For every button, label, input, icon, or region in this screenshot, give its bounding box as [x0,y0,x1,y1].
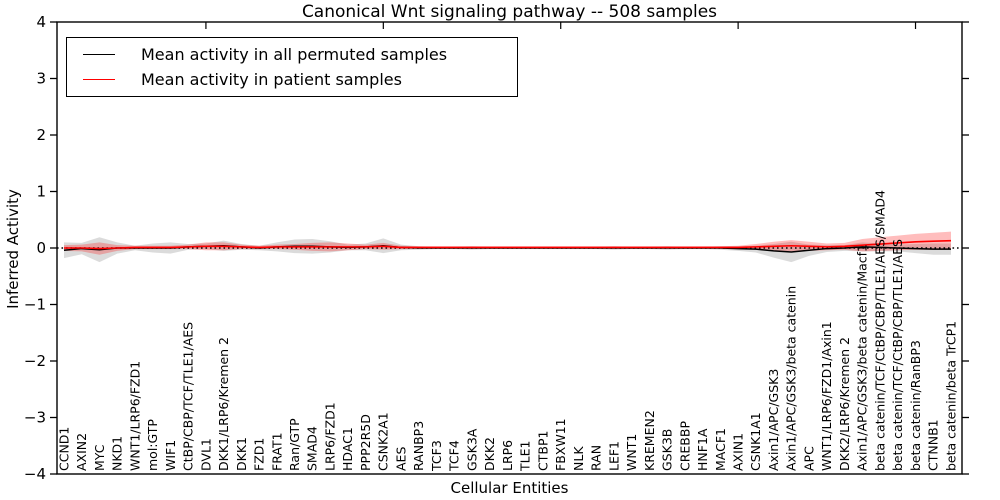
x-category-label: HNF1A [695,428,710,471]
y-tick-label: −3 [24,409,46,427]
x-category-label: AXIN1 [730,433,745,471]
y-tick-label: −1 [24,296,46,314]
x-category-label: DKK2 [482,437,497,471]
legend-entry-permuted: Mean activity in all permuted samples [83,42,517,67]
legend: Mean activity in all permuted samples Me… [66,37,518,97]
x-category-label: CCND1 [56,427,71,471]
x-category-label: MYC [92,444,107,471]
x-category-label: PPP2R5D [358,414,373,471]
y-tick-label: 2 [36,126,46,144]
series-patient-band [64,231,951,255]
x-category-label: WIF1 [163,440,178,471]
x-category-label: DKK2/LRP6/Kremen 2 [837,337,852,471]
x-category-label: AES [393,447,408,471]
y-tick-label: 4 [36,13,46,31]
x-category-label: DKK1/LRP6/Kremen 2 [216,337,231,471]
x-category-label: FRAT1 [269,432,284,471]
x-category-label: CSNK2A1 [376,412,391,471]
x-category-label: NKD1 [110,436,125,471]
x-category-label: Axin1/APC/GSK3/beta catenin [784,286,799,471]
x-category-label: CTNNB1 [926,419,941,471]
x-category-label: HDAC1 [340,427,355,471]
x-category-label: RAN [589,445,604,471]
x-category-label: KREMEN2 [642,410,657,471]
series-patient-line [64,239,952,250]
x-category-label: Ran/GTP [287,418,302,471]
x-axis-label: Cellular Entities [450,479,569,497]
y-tick-label: −2 [24,352,46,370]
x-category-label: TCF4 [447,440,462,472]
y-axis-label: Inferred Activity [4,189,22,309]
x-category-label: CREBBP [677,421,692,471]
x-category-label: beta catenin/beta TrCP1 [943,321,958,471]
y-tick-label: −4 [24,465,46,483]
legend-entry-patient: Mean activity in patient samples [83,67,517,92]
x-category-label: Axin1/APC/GSK3 [766,369,781,471]
x-category-label: DVL1 [198,438,213,471]
x-category-label: SMAD4 [305,426,320,471]
y-tick-label: 1 [36,183,46,201]
x-category-label: WNT1/LRP6/FZD1 [127,361,142,471]
chart-title: Canonical Wnt signaling pathway -- 508 s… [301,2,718,22]
legend-label-patient: Mean activity in patient samples [141,70,402,89]
x-category-label: RANBP3 [411,421,426,471]
x-category-label: mol:GTP [145,419,160,471]
x-category-label: LRP6 [500,440,515,471]
legend-label-permuted: Mean activity in all permuted samples [141,45,448,64]
x-category-label: GSK3B [660,429,675,471]
y-tick-label: 0 [36,239,46,257]
series-permuted-band [64,237,951,263]
x-category-label: TLE1 [518,441,533,472]
x-category-label: MACF1 [713,428,728,471]
x-category-label: CTBP1 [535,431,550,471]
x-category-label: TCF3 [429,440,444,472]
x-category-label: AXIN2 [74,433,89,471]
y-tick-label: 3 [36,70,46,88]
x-category-label: beta catenin/RanBP3 [908,340,923,471]
x-category-label: CtBP/CBP/TCF/TLE1/AES [181,322,196,471]
legend-line-patient-icon [83,79,115,80]
x-category-label: DKK1 [234,437,249,471]
x-category-label: LRP6/FZD1 [322,402,337,471]
x-category-label: NLK [571,446,586,471]
x-category-label: WNT1 [624,434,639,471]
x-category-label: FZD1 [252,438,267,471]
x-category-label: APC [801,446,816,471]
legend-line-permuted-icon [83,54,115,55]
x-category-label: FBXW11 [553,418,568,471]
x-category-label: Axin1/APC/GSK3/beta catenin/Macf1 [855,244,870,471]
x-category-label: CSNK1A1 [748,412,763,471]
x-category-label: beta catenin/TCF/CtBP/CBP/TLE1/AES/SMAD4 [872,190,887,471]
x-category-label: LEF1 [606,441,621,471]
x-category-label: WNT1/LRP6/FZD1/Axin1 [819,321,834,471]
x-category-label: GSK3A [464,428,479,471]
x-category-label: beta catenin/TCF/CtBP/CBP/TLE1/AES [890,239,905,471]
